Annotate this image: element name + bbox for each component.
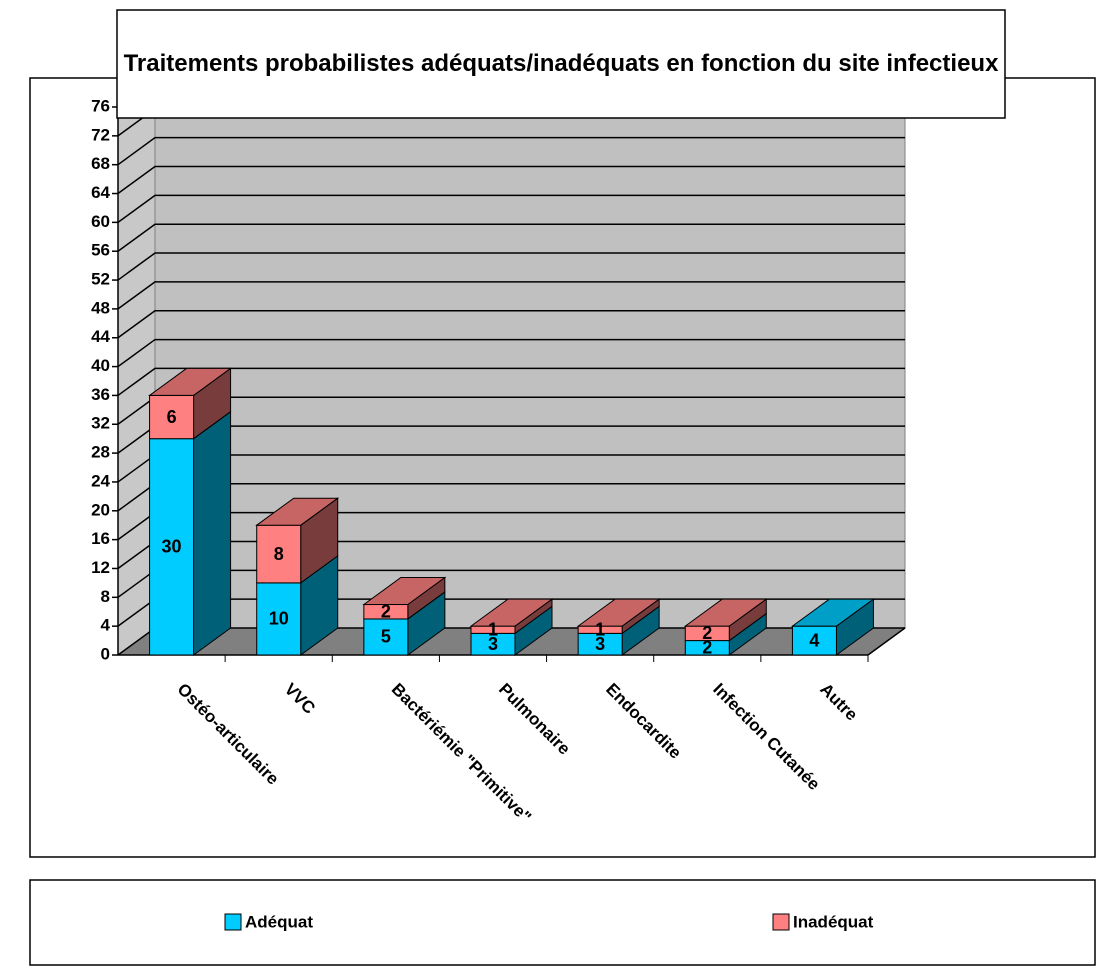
value-label: 1	[488, 620, 498, 640]
grid-line	[117, 281, 905, 310]
y-tick-label: 32	[91, 414, 110, 433]
value-label: 5	[381, 627, 391, 647]
legend-label: Adéquat	[245, 912, 313, 931]
value-label: 2	[702, 638, 712, 658]
y-tick-label: 28	[91, 443, 110, 462]
bar	[149, 438, 195, 656]
value-label: 3	[488, 634, 498, 654]
y-tick-label: 60	[91, 212, 110, 231]
bar-top	[362, 577, 447, 606]
grid-line	[117, 223, 905, 252]
floor-edge	[867, 627, 906, 656]
grid-line	[117, 309, 905, 339]
y-tick-label: 48	[91, 298, 110, 317]
grid-line	[117, 136, 905, 166]
y-tick-label: 4	[101, 616, 111, 635]
y-tick-label: 68	[91, 154, 110, 173]
value-label: 1	[595, 620, 605, 640]
y-tick-label: 40	[91, 356, 110, 375]
y-tick-label: 24	[91, 471, 110, 490]
bar-top	[255, 497, 340, 526]
legend-swatch	[224, 913, 242, 931]
title-wrap: Traitements probabilistes adéquats/inadé…	[123, 50, 999, 77]
y-tick-label: 16	[91, 529, 110, 548]
value-label: 2	[702, 623, 712, 643]
grid-line	[117, 194, 905, 223]
y-tick-label: 8	[101, 587, 110, 606]
y-tick-label: 44	[91, 327, 110, 346]
grid-line	[117, 338, 905, 368]
bar-top	[469, 598, 554, 627]
y-tick-label: 56	[91, 241, 110, 260]
bar-top	[576, 598, 661, 627]
value-label: 30	[162, 537, 182, 557]
legend-frame	[29, 879, 1096, 966]
y-tick-label: 76	[91, 96, 110, 115]
legend-swatch	[772, 913, 790, 931]
bar	[256, 524, 302, 584]
y-tick-label: 36	[91, 385, 110, 404]
y-tick-label: 64	[91, 183, 110, 202]
grid-line	[117, 367, 905, 397]
value-label: 3	[595, 634, 605, 654]
value-label: 6	[167, 407, 177, 427]
grid-line	[117, 252, 905, 281]
y-tick-label: 12	[91, 558, 110, 577]
bar-side	[193, 410, 232, 656]
y-tick-label: 52	[91, 270, 110, 289]
value-label: 4	[809, 630, 819, 650]
bar	[791, 625, 837, 656]
bar-top	[683, 598, 768, 627]
bar	[149, 394, 195, 440]
title-box	[116, 9, 1006, 119]
legend-label: Inadéquat	[793, 912, 874, 931]
value-label: 8	[274, 544, 284, 564]
bar	[363, 618, 409, 656]
y-tick-label: 20	[91, 500, 110, 519]
value-label: 2	[381, 601, 391, 621]
value-label: 10	[269, 609, 289, 629]
chart-title: Traitements probabilistes adéquats/inadé…	[123, 50, 999, 77]
bar-top	[790, 598, 875, 627]
grid-line	[117, 165, 905, 195]
y-tick-label: 72	[91, 125, 110, 144]
y-tick-label: 0	[101, 644, 110, 663]
bar-top	[148, 367, 233, 396]
